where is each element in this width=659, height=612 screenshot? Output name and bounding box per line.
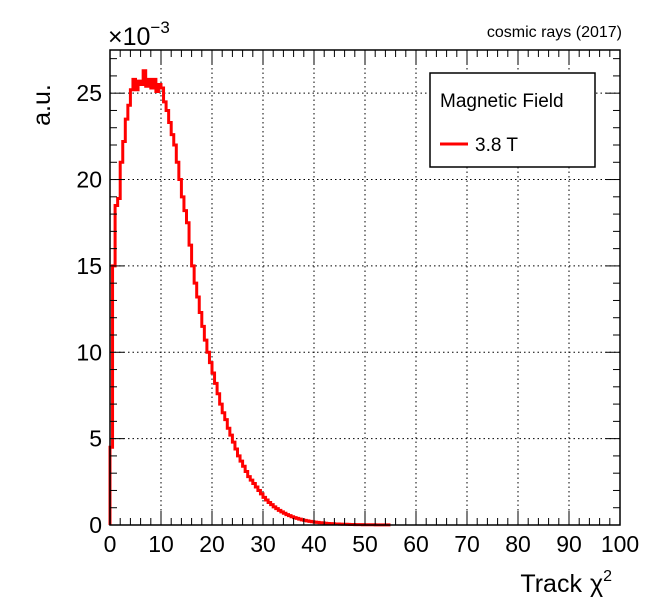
x-tick-labels: 0 10 20 30 40 50 60 70 80 90 100: [104, 531, 640, 557]
x-tick-label: 10: [148, 531, 174, 557]
x-tick-label: 40: [301, 531, 327, 557]
x-tick-label: 90: [556, 531, 582, 557]
axis-ticks: [109, 50, 621, 526]
y-tick-label: 0: [89, 512, 102, 538]
legend-entry-label: 3.8 T: [475, 135, 518, 156]
x-axis-title: Track χ2: [520, 568, 612, 598]
x-tick-label: 80: [505, 531, 531, 557]
x-tick-label: 100: [601, 531, 639, 557]
y-tick-labels: 0 5 10 15 20 25: [76, 80, 102, 538]
chart-annotation: cosmic rays (2017): [487, 24, 622, 41]
x-tick-label: 50: [352, 531, 378, 557]
y-multiplier-exponent: −3: [150, 18, 169, 37]
y-tick-label: 15: [76, 253, 102, 279]
y-tick-label: 5: [89, 426, 102, 452]
x-tick-label: 20: [199, 531, 225, 557]
x-tick-label: 70: [454, 531, 480, 557]
legend-title: Magnetic Field: [440, 91, 564, 112]
legend: Magnetic Field 3.8 T: [429, 72, 596, 168]
y-multiplier-label: ×10−3: [108, 18, 170, 51]
x-tick-label: 30: [250, 531, 276, 557]
x-axis-title-superscript: 2: [603, 568, 612, 585]
x-axis-title-text: Track: [520, 570, 582, 598]
y-tick-label: 25: [76, 80, 102, 106]
x-axis-title-symbol: χ: [590, 570, 603, 598]
y-multiplier-base: ×10: [108, 23, 150, 51]
y-axis-title: a.u.: [28, 84, 56, 126]
y-tick-label: 20: [76, 167, 102, 193]
legend-box: [429, 72, 596, 168]
x-tick-label: 60: [403, 531, 429, 557]
histogram-line: [108, 69, 391, 527]
x-tick-label: 0: [104, 531, 117, 557]
y-tick-label: 10: [76, 339, 102, 365]
histogram-series: [108, 69, 391, 527]
